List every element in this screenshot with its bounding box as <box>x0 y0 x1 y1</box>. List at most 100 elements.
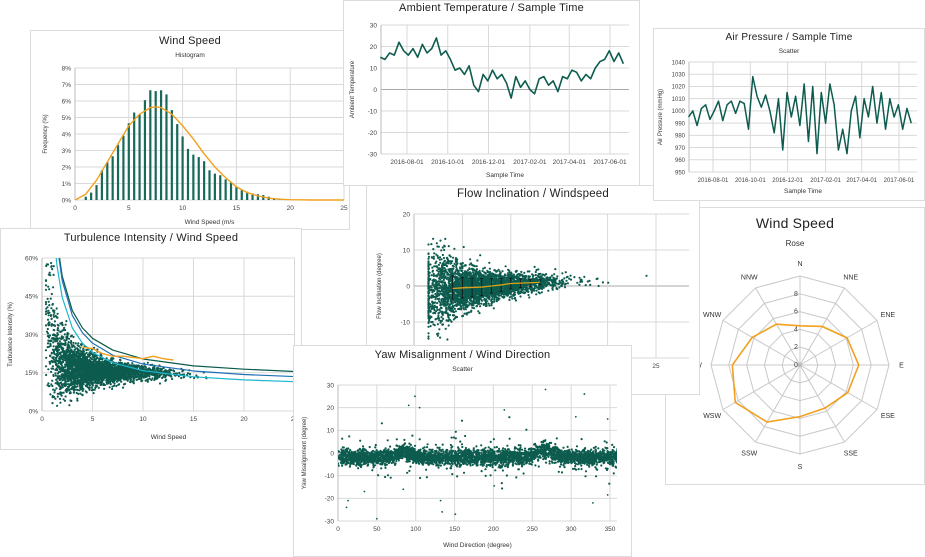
scatter-point <box>56 392 59 395</box>
scatter-point <box>431 266 434 269</box>
scatter-point <box>438 328 441 331</box>
scatter-point <box>95 379 98 382</box>
scatter-point <box>451 270 454 273</box>
chart-title: Flow Inclination / Windspeed <box>457 188 609 200</box>
scatter-point <box>113 384 116 387</box>
scatter-point <box>47 314 50 317</box>
scatter-point <box>83 378 86 381</box>
scatter-point <box>50 261 53 265</box>
histogram-bar <box>246 191 249 200</box>
scatter-point <box>53 389 57 392</box>
scatter-point <box>134 371 137 374</box>
scatter-point <box>54 353 58 356</box>
scatter-point <box>155 377 158 380</box>
scatter-point <box>58 351 62 354</box>
scatter-point <box>79 387 82 390</box>
scatter-point <box>58 377 61 380</box>
histogram-bar <box>181 136 184 200</box>
scatter-point <box>48 304 51 307</box>
direction-label: S <box>798 464 803 471</box>
scatter-point <box>75 347 78 350</box>
scatter-point <box>44 303 48 306</box>
plot-area <box>427 237 648 353</box>
y-tick-label: 60% <box>25 255 38 262</box>
x-tick-label: 5 <box>127 205 131 212</box>
scatter-point <box>84 390 87 393</box>
scatter-point <box>557 282 560 286</box>
scatter-point <box>70 377 73 380</box>
scatter-point <box>601 281 604 284</box>
scatter-point <box>511 297 514 300</box>
histogram-bar <box>154 91 157 200</box>
scatter-point <box>59 345 63 348</box>
scatter-point <box>438 256 442 259</box>
direction-label: ESE <box>881 413 895 420</box>
y-axis-label: Frequency (%) <box>43 114 49 153</box>
scatter-point <box>483 266 486 269</box>
scatter-point <box>432 323 435 326</box>
scatter-point <box>69 349 72 352</box>
scatter-point <box>59 370 62 373</box>
scatter-point <box>508 298 511 301</box>
scatter-point <box>78 354 81 357</box>
scatter-point <box>89 377 92 380</box>
scatter-point <box>441 246 444 249</box>
scatter-point <box>508 271 511 274</box>
scatter-point <box>58 397 62 400</box>
radial-tick-label: 2 <box>794 344 798 351</box>
scatter-point <box>78 366 81 369</box>
scatter-point <box>111 371 114 374</box>
scatter-point <box>109 373 112 376</box>
histogram-bar <box>240 190 243 200</box>
scatter-point <box>427 264 430 267</box>
histogram-bar <box>176 124 179 200</box>
scatter-point <box>90 386 93 389</box>
scatter-point <box>57 348 61 351</box>
scatter-point <box>56 359 60 362</box>
scatter-point <box>493 269 497 272</box>
scatter-point <box>93 357 96 360</box>
scatter-point <box>100 358 103 361</box>
y-axis-label: Flow Inclination (degree) <box>377 253 383 319</box>
scatter-point <box>47 324 50 327</box>
scatter-point <box>436 323 439 326</box>
scatter-point <box>158 374 161 377</box>
scatter-point <box>54 356 58 359</box>
scatter-point <box>142 366 145 369</box>
x-tick-label: 20 <box>287 205 295 212</box>
scatter-point <box>52 351 56 354</box>
histogram-bar <box>165 94 168 200</box>
scatter-point <box>70 339 73 343</box>
scatter-point <box>66 348 69 352</box>
scatter-point <box>141 373 144 376</box>
scatter-point <box>52 341 55 344</box>
y-tick-label: 15% <box>25 370 38 377</box>
scatter-point <box>47 368 50 371</box>
histogram-bar <box>256 194 260 200</box>
scatter-point <box>89 362 92 365</box>
scatter-point <box>56 404 59 407</box>
scatter-point <box>82 347 85 350</box>
scatter-point <box>111 387 114 391</box>
scatter-point <box>52 388 55 391</box>
scatter-point <box>55 362 58 365</box>
scatter-point <box>95 372 98 375</box>
direction-label: SSW <box>741 450 757 457</box>
scatter-point <box>442 256 446 260</box>
scatter-point <box>77 366 80 369</box>
histogram-bar <box>133 112 136 200</box>
scatter-point <box>519 295 522 298</box>
x-tick-label: 15 <box>190 416 198 423</box>
scatter-point <box>46 306 49 309</box>
scatter-point <box>61 347 64 350</box>
scatter-point <box>130 375 133 378</box>
scatter-point <box>509 293 512 296</box>
scatter-point <box>76 354 79 357</box>
scatter-point <box>569 278 573 281</box>
direction-label: WSW <box>703 413 721 420</box>
scatter-point <box>73 368 76 372</box>
scatter-point <box>444 327 447 330</box>
scatter-point <box>535 268 538 272</box>
scatter-point <box>64 364 67 367</box>
scatter-point <box>588 279 591 282</box>
